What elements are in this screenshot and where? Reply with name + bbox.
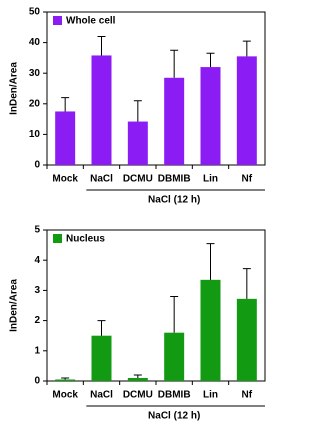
error-bar xyxy=(133,100,142,122)
bar xyxy=(236,56,257,166)
plot-frame xyxy=(46,11,266,166)
legend-swatch xyxy=(53,16,62,25)
bar xyxy=(164,332,185,381)
y-tick-label: 20 xyxy=(29,98,41,109)
y-tick-label: 1 xyxy=(34,345,40,356)
error-bar xyxy=(97,35,106,56)
x-tick-label: DBMIB xyxy=(158,390,191,401)
x-tick-label: DCMU xyxy=(123,390,153,401)
y-tick-label: 40 xyxy=(29,37,41,48)
error-bar xyxy=(242,40,251,57)
bar xyxy=(164,77,185,165)
y-axis-label: InDen/Area xyxy=(9,279,20,332)
bar xyxy=(91,335,112,381)
plot-frame xyxy=(46,229,266,382)
error-bar xyxy=(242,268,251,299)
error-bar xyxy=(170,295,179,333)
y-tick-label: 30 xyxy=(29,68,41,79)
legend-label: Nucleus xyxy=(66,234,105,245)
bar xyxy=(127,377,148,381)
error-bar xyxy=(133,374,142,378)
y-tick-label: 5 xyxy=(34,225,40,236)
bar xyxy=(55,379,76,381)
error-bar xyxy=(170,49,179,78)
error-bar xyxy=(61,97,70,112)
x-axis-label: NaCl (12 h) xyxy=(148,411,200,422)
x-axis-label: NaCl (12 h) xyxy=(148,195,200,206)
x-tick-label: Lin xyxy=(203,390,218,401)
x-tick-label: Mock xyxy=(52,390,78,401)
y-tick-label: 0 xyxy=(34,376,40,387)
x-tick-label: NaCl xyxy=(90,174,113,185)
x-tick-label: NaCl xyxy=(90,390,113,401)
y-tick-label: 0 xyxy=(34,160,40,171)
bar xyxy=(127,121,148,165)
y-tick-label: 50 xyxy=(29,7,41,18)
error-bar xyxy=(61,377,70,380)
legend-swatch xyxy=(53,234,62,243)
x-tick-label: Nf xyxy=(242,390,253,401)
error-bar xyxy=(97,320,106,336)
legend-label: Whole cell xyxy=(66,16,116,27)
x-tick-label: Nf xyxy=(242,174,253,185)
x-tick-label: DBMIB xyxy=(158,174,191,185)
x-tick-label: Lin xyxy=(203,174,218,185)
error-bar xyxy=(206,243,215,280)
error-bar xyxy=(206,52,215,68)
bar xyxy=(200,67,221,165)
bar xyxy=(91,55,112,166)
x-tick-label: DCMU xyxy=(123,174,153,185)
bar xyxy=(236,298,257,381)
y-tick-label: 10 xyxy=(29,129,41,140)
y-tick-label: 2 xyxy=(34,315,40,326)
bar xyxy=(200,279,221,381)
y-axis-label: InDen/Area xyxy=(9,62,20,115)
bar xyxy=(55,111,76,165)
y-tick-label: 4 xyxy=(34,255,40,266)
x-tick-label: Mock xyxy=(52,174,78,185)
y-tick-label: 3 xyxy=(34,285,40,296)
